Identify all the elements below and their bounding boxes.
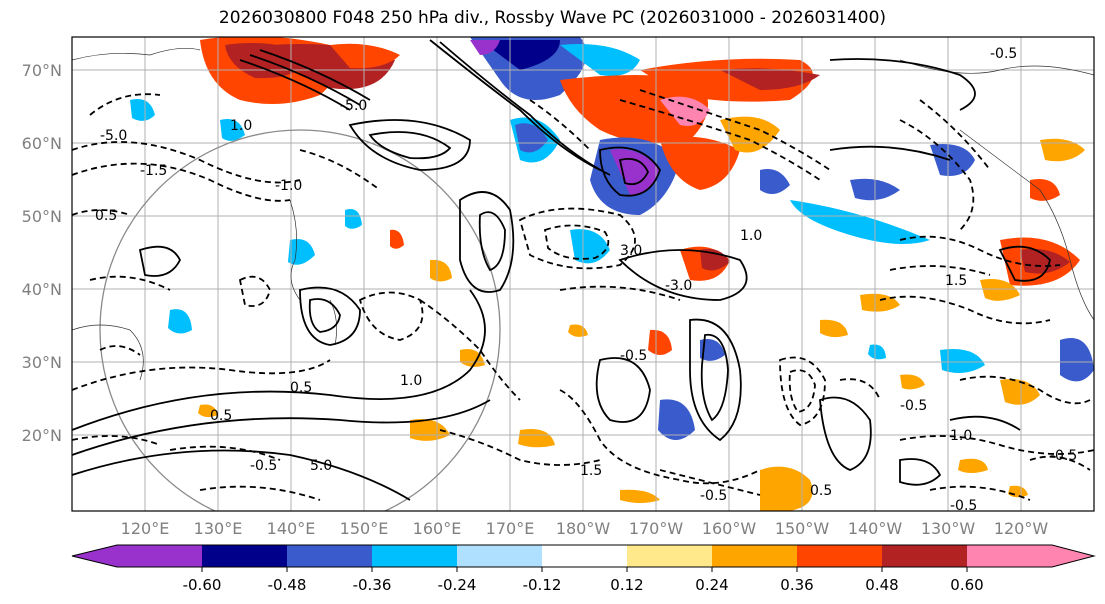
colorbar-tick-label: 0.60 — [950, 576, 983, 594]
colorbar-tick-label: -0.36 — [353, 576, 392, 594]
lat-label: 20°N — [22, 426, 62, 445]
contour-label: 0.5 — [290, 380, 312, 396]
latitude-labels: 70°N 60°N 50°N 40°N 30°N 20°N — [22, 61, 62, 445]
contour-label: -0.5 — [1050, 448, 1077, 464]
contour-label: -0.5 — [620, 348, 647, 364]
lon-label: 130°E — [194, 519, 243, 538]
colorbar-tick-label: 0.12 — [610, 576, 643, 594]
contour-label: 1.0 — [230, 118, 252, 134]
lon-label: 150°W — [775, 519, 830, 538]
colorbar-swatch — [967, 545, 1052, 567]
contour-label: -1.0 — [275, 178, 302, 194]
lat-label: 70°N — [22, 61, 62, 80]
contour-label: 0.5 — [810, 483, 832, 499]
colorbar-tick-label: 0.36 — [780, 576, 813, 594]
map-frame — [71, 36, 1095, 512]
contour-label: 0.5 — [95, 208, 117, 224]
coastlines — [72, 48, 1094, 381]
lon-label: 170°E — [486, 519, 535, 538]
negative-contours — [72, 89, 1094, 501]
lon-label: 120°E — [121, 519, 170, 538]
contour-label: -0.5 — [990, 46, 1017, 62]
contour-labels: -0.5 0.5 1.0 0.5 -3.0 -5.0 -5.0 -1.5 3.0… — [95, 46, 1077, 514]
contour-label: 1.0 — [740, 228, 762, 244]
lat-label: 30°N — [22, 353, 62, 372]
lon-label: 120°W — [994, 519, 1049, 538]
contour-label: 1.0 — [400, 373, 422, 389]
colorbar-swatch — [542, 545, 627, 567]
map-content: -0.5 0.5 1.0 0.5 -3.0 -5.0 -5.0 -1.5 3.0… — [72, 37, 1094, 514]
lon-label: 150°E — [340, 519, 389, 538]
contour-label: -0.5 — [900, 398, 927, 414]
colorbar-swatch — [287, 545, 372, 567]
map-title: 2026030800 F048 250 hPa div., Rossby Wav… — [218, 8, 887, 28]
lon-label: 160°E — [413, 519, 462, 538]
colorbar: -0.60 -0.48 -0.36 -0.24 -0.12 0.12 0.24 … — [71, 544, 1096, 594]
lon-label: 130°W — [921, 519, 976, 538]
contour-label: 3.0 — [620, 243, 642, 259]
lon-label: 160°W — [702, 519, 757, 538]
colorbar-swatch — [457, 545, 542, 567]
colorbar-swatch — [712, 545, 797, 567]
lat-label: 60°N — [22, 134, 62, 153]
contour-label: 1.5 — [580, 463, 602, 479]
contour-label: -5.0 — [340, 98, 367, 114]
colorbar-swatch — [202, 545, 287, 567]
positive-contours — [72, 39, 1051, 501]
colorbar-swatch — [72, 545, 117, 567]
colorbar-swatch — [117, 545, 202, 567]
colorbar-tick-label: -0.48 — [268, 576, 307, 594]
colorbar-outline — [71, 544, 1096, 568]
lon-label: 140°W — [848, 519, 903, 538]
contour-label: 1.5 — [945, 273, 967, 289]
contour-label: -0.5 — [250, 458, 277, 474]
rossby-wave-region — [99, 129, 501, 511]
colorbar-swatch — [882, 545, 967, 567]
contour-label: -5.0 — [100, 128, 127, 144]
contour-label: -0.5 — [700, 488, 727, 504]
colorbar-tick-label: 0.48 — [865, 576, 898, 594]
colorbar-swatch — [372, 545, 457, 567]
contour-label: 1.0 — [950, 428, 972, 444]
lat-label: 40°N — [22, 280, 62, 299]
contour-label: -3.0 — [665, 278, 692, 294]
colorbar-tick-label: -0.12 — [523, 576, 562, 594]
lon-label: 170°W — [629, 519, 684, 538]
shading-layer — [130, 37, 1094, 511]
lon-label: 180°W — [556, 519, 611, 538]
colorbar-swatch — [627, 545, 712, 567]
contour-label: -0.5 — [950, 498, 977, 514]
contour-label: -1.5 — [140, 163, 167, 179]
colorbar-swatch — [1052, 545, 1094, 567]
colorbar-swatch — [797, 545, 882, 567]
contour-label: 5.0 — [310, 458, 332, 474]
colorbar-tick-label: 0.24 — [695, 576, 728, 594]
lon-label: 140°E — [267, 519, 316, 538]
longitude-labels: 120°E 130°E 140°E 150°E 160°E 170°E 180°… — [121, 519, 1049, 538]
lat-label: 50°N — [22, 207, 62, 226]
contour-label: 0.5 — [210, 408, 232, 424]
colorbar-tick-label: -0.60 — [183, 576, 222, 594]
colorbar-tick-label: -0.24 — [438, 576, 477, 594]
